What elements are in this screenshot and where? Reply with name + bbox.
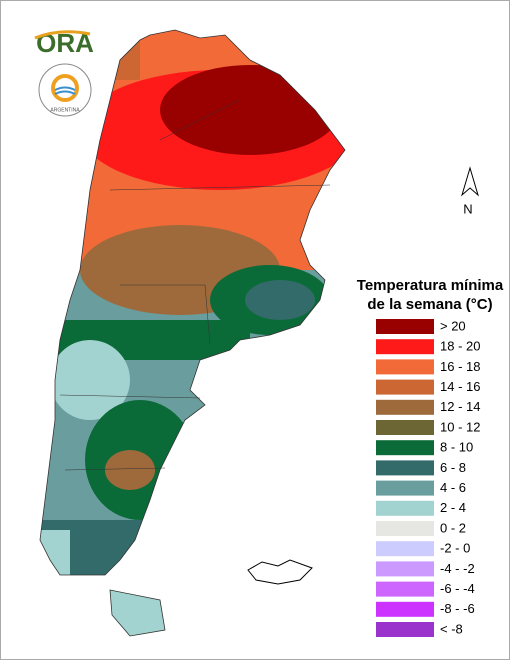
legend-swatch <box>376 420 434 435</box>
legend-label: -4 - -2 <box>440 561 475 576</box>
legend-swatch <box>376 622 434 637</box>
legend-label: 4 - 6 <box>440 480 466 495</box>
legend-swatch <box>376 541 434 557</box>
north-arrow <box>461 166 479 197</box>
legend-swatch <box>376 601 434 617</box>
legend-swatch <box>376 480 434 496</box>
legend-swatch <box>376 319 434 334</box>
legend-swatch <box>376 581 434 597</box>
legend-label: 12 - 14 <box>440 399 480 414</box>
legend-label: 8 - 10 <box>440 440 473 455</box>
legend-swatch <box>376 399 434 415</box>
legend-title: Temperatura mínima <box>357 277 504 294</box>
legend-label: -8 - -6 <box>440 601 475 616</box>
legend-label: 10 - 12 <box>440 419 480 434</box>
legend-label: 16 - 18 <box>440 359 480 374</box>
legend-swatch <box>376 521 434 536</box>
legend-swatch <box>376 379 434 395</box>
seal-sun <box>51 74 79 102</box>
seal-text: ARGENTINA <box>50 107 80 113</box>
seal-waves <box>54 86 76 95</box>
legend-swatch <box>376 561 434 577</box>
legend-swatch <box>376 339 434 355</box>
province-borders <box>59 99 331 471</box>
legend-label: > 20 <box>440 318 466 333</box>
legend-label: 6 - 8 <box>440 460 466 475</box>
legend-label: 18 - 20 <box>440 339 480 354</box>
legend: Temperatura mínima de la semana (°C) > 20 1… <box>357 277 504 637</box>
logo-arc <box>34 30 91 40</box>
country-outline <box>39 29 346 637</box>
north-label: N <box>463 201 472 216</box>
legend-swatch <box>376 500 434 516</box>
legend-swatch <box>376 440 434 456</box>
legend-label: 14 - 16 <box>440 379 480 394</box>
legend-label: 0 - 2 <box>440 520 466 535</box>
legend-label: 2 - 4 <box>440 500 466 515</box>
legend-swatch <box>376 359 434 375</box>
legend-label: -6 - -4 <box>440 581 475 596</box>
legend-label: -2 - 0 <box>440 541 470 556</box>
seal <box>38 63 92 117</box>
malvinas <box>247 559 313 585</box>
legend-label: < -8 <box>440 621 463 636</box>
legend-swatch <box>376 460 434 476</box>
legend-title: de la semana (°C) <box>367 296 492 313</box>
